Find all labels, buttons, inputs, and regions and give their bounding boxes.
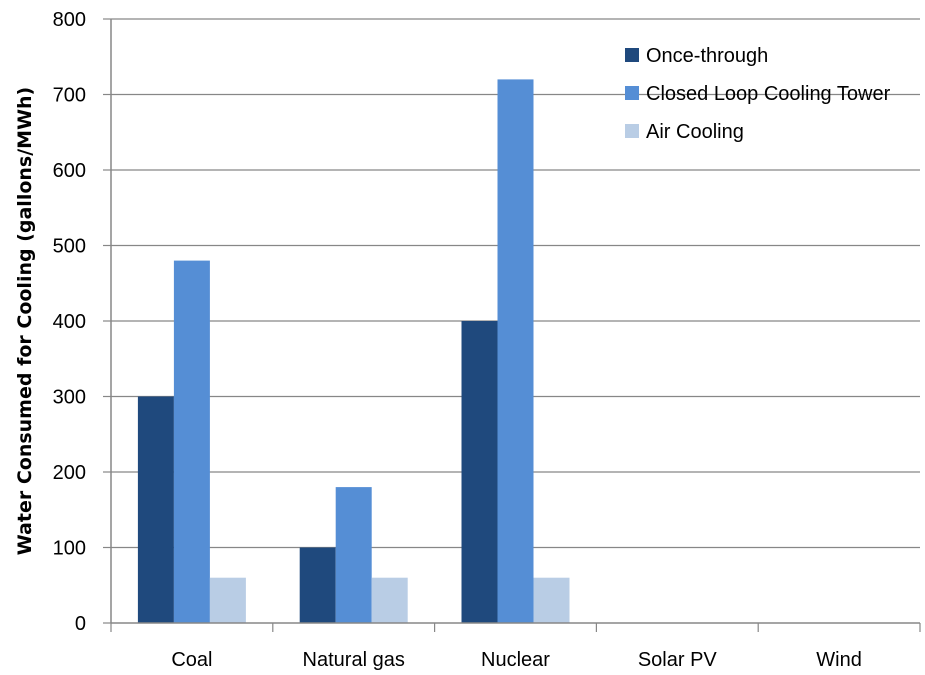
- x-tick-label-coal: Coal: [171, 649, 212, 671]
- x-tick-label-nuclear: Nuclear: [481, 649, 550, 671]
- bar-coal-air-cooling: [209, 577, 246, 623]
- x-tick-labels: Coal Natural gas Nuclear Solar PV Wind: [110, 623, 921, 671]
- y-tick-label-200: 200: [53, 462, 86, 484]
- legend-label-air-cooling: Air Cooling: [646, 121, 744, 143]
- bar-natural-gas-closed-loop-cooling-tower: [335, 487, 372, 623]
- bar-coal-once-through: [137, 396, 174, 623]
- y-axis-title: Water Consumed for Cooling (gallons/MWh): [14, 87, 36, 555]
- axes: [110, 19, 920, 624]
- y-tick-label-700: 700: [53, 85, 86, 107]
- bar-coal-closed-loop-cooling-tower: [173, 260, 210, 623]
- bar-nuclear-closed-loop-cooling-tower: [497, 79, 534, 623]
- x-tick-label-solar-pv: Solar PV: [638, 649, 718, 671]
- y-tick-label-400: 400: [53, 311, 86, 333]
- y-tick-label-500: 500: [53, 236, 86, 258]
- legend-swatch-closed-loop-cooling-tower: [625, 86, 639, 100]
- y-tick-label-0: 0: [75, 613, 86, 635]
- y-tick-label-300: 300: [53, 387, 86, 409]
- y-tick-label-800: 800: [53, 9, 86, 31]
- bar-nuclear-once-through: [461, 321, 498, 623]
- legend-label-once-through: Once-through: [646, 45, 768, 67]
- legend: Once-through Closed Loop Cooling Tower Air…: [625, 45, 891, 143]
- legend-swatch-air-cooling: [625, 124, 639, 138]
- legend-label-closed-loop-cooling-tower: Closed Loop Cooling Tower: [646, 83, 891, 105]
- bars: [137, 79, 570, 623]
- legend-swatch-once-through: [625, 48, 639, 62]
- y-tick-label-600: 600: [53, 160, 86, 182]
- y-tick-labels: 0 100 200 300 400 500 600 700 800: [53, 9, 86, 635]
- bar-natural-gas-air-cooling: [371, 577, 408, 623]
- x-tick-label-wind: Wind: [816, 649, 862, 671]
- bar-natural-gas-once-through: [299, 547, 336, 623]
- y-tick-label-100: 100: [53, 538, 86, 560]
- bar-nuclear-air-cooling: [533, 577, 570, 623]
- x-tick-label-natural-gas: Natural gas: [303, 649, 405, 671]
